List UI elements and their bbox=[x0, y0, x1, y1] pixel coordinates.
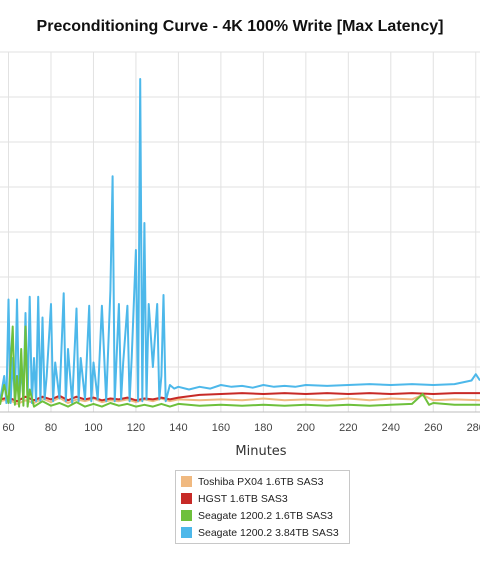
x-tick-label: 200 bbox=[297, 422, 315, 434]
legend-label: Seagate 1200.2 3.84TB SAS3 bbox=[198, 526, 339, 539]
series-line-0 bbox=[0, 393, 480, 405]
x-tick-label: 60 bbox=[2, 422, 14, 434]
legend-label: HGST 1.6TB SAS3 bbox=[198, 492, 288, 505]
legend-label: Toshiba PX04 1.6TB SAS3 bbox=[198, 475, 324, 488]
x-tick-label: 240 bbox=[382, 422, 400, 434]
x-tick-label: 280 bbox=[467, 422, 480, 434]
series-line-1 bbox=[0, 392, 480, 403]
x-tick-labels: 60 80 100 120 140 160 180 200 220 240 260 280 bbox=[2, 422, 480, 434]
chart-title: Preconditioning Curve - 4K 100% Write [M… bbox=[36, 18, 444, 35]
legend-swatch bbox=[181, 476, 192, 487]
legend-item[interactable]: Seagate 1200.2 1.6TB SAS3 bbox=[181, 507, 344, 524]
x-tick-label: 120 bbox=[127, 422, 145, 434]
series-line-3 bbox=[0, 78, 480, 404]
legend-label: Seagate 1200.2 1.6TB SAS3 bbox=[198, 509, 333, 522]
legend-item[interactable]: Toshiba PX04 1.6TB SAS3 bbox=[181, 473, 344, 490]
legend: Toshiba PX04 1.6TB SAS3 HGST 1.6TB SAS3 Se… bbox=[175, 470, 350, 544]
x-axis-title: Minutes bbox=[235, 444, 286, 459]
x-tick-label: 160 bbox=[212, 422, 230, 434]
series-lines bbox=[0, 78, 480, 408]
x-tick-label: 260 bbox=[424, 422, 442, 434]
legend-item[interactable]: Seagate 1200.2 3.84TB SAS3 bbox=[181, 524, 344, 541]
x-tick-label: 220 bbox=[339, 422, 357, 434]
x-tick-label: 180 bbox=[254, 422, 272, 434]
series-line-2 bbox=[0, 325, 480, 408]
legend-item[interactable]: HGST 1.6TB SAS3 bbox=[181, 490, 344, 507]
x-tick-label: 80 bbox=[45, 422, 57, 434]
grid-lines bbox=[0, 51, 480, 413]
legend-swatch bbox=[181, 510, 192, 521]
x-tick-label: 100 bbox=[84, 422, 102, 434]
legend-swatch bbox=[181, 493, 192, 504]
line-chart: 60 80 100 120 140 160 180 200 220 240 260 280 Minut… bbox=[0, 51, 480, 459]
x-tick-label: 140 bbox=[169, 422, 187, 434]
legend-swatch bbox=[181, 527, 192, 538]
